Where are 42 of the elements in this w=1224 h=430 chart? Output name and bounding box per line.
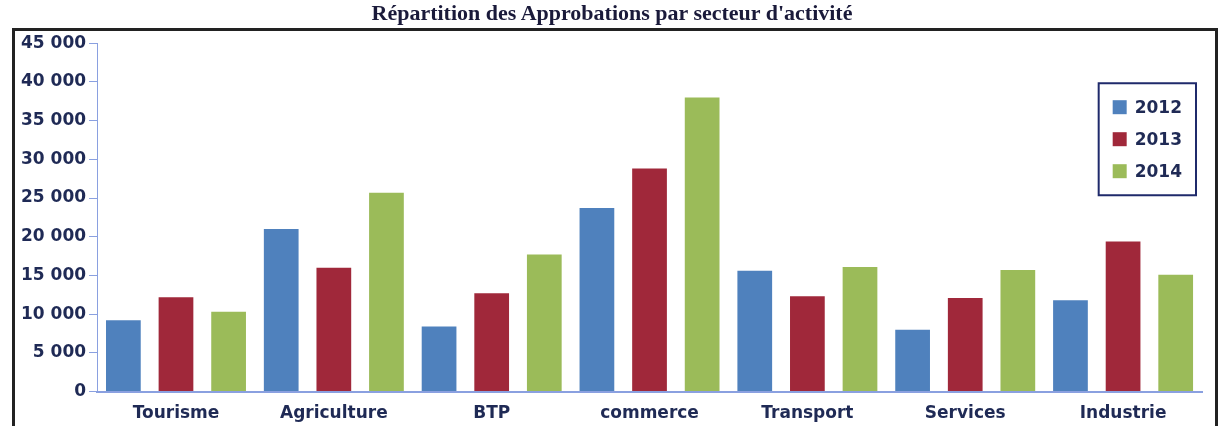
y-tick-label: 45 000 xyxy=(21,31,87,52)
y-tick-label: 20 000 xyxy=(21,225,87,246)
x-tick-label: Transport xyxy=(761,402,854,423)
bar xyxy=(421,326,457,392)
bar xyxy=(737,270,773,392)
bar xyxy=(842,266,878,392)
y-tick-label: 25 000 xyxy=(21,186,87,207)
bar xyxy=(316,267,352,392)
bar xyxy=(526,254,562,392)
bar xyxy=(895,329,930,392)
bar xyxy=(947,297,983,392)
bar xyxy=(211,311,246,392)
bar xyxy=(1000,270,1036,392)
legend-label: 2012 xyxy=(1134,96,1183,117)
y-tick-label: 5 000 xyxy=(32,341,87,362)
bar xyxy=(263,229,299,392)
bar xyxy=(1158,274,1194,392)
legend-label: 2014 xyxy=(1134,160,1183,181)
bar xyxy=(790,296,825,392)
bar xyxy=(632,168,667,392)
bar xyxy=(579,208,615,392)
y-tick-label: 40 000 xyxy=(21,70,87,91)
bar xyxy=(1053,300,1088,392)
x-tick-label: Tourisme xyxy=(132,402,220,423)
x-tick-label: Industrie xyxy=(1079,402,1167,423)
x-tick-label: Services xyxy=(924,402,1006,423)
x-tick-label: BTP xyxy=(473,402,511,423)
x-tick-label: Agriculture xyxy=(279,402,388,423)
legend-label: 2013 xyxy=(1134,128,1183,149)
y-tick-label: 15 000 xyxy=(21,263,87,284)
bar xyxy=(106,320,141,392)
bar xyxy=(369,192,404,392)
y-tick-label: 35 000 xyxy=(21,109,87,130)
bar xyxy=(1105,241,1141,392)
y-tick-label: 10 000 xyxy=(21,302,87,323)
bar xyxy=(684,97,720,392)
bar xyxy=(474,293,510,392)
x-tick-label: commerce xyxy=(600,402,699,423)
y-tick-label: 30 000 xyxy=(21,147,87,168)
y-tick-label: 0 xyxy=(74,380,87,401)
chart-title: Répartition des Approbations par secteur d'activité xyxy=(370,0,854,26)
bar xyxy=(158,297,194,392)
